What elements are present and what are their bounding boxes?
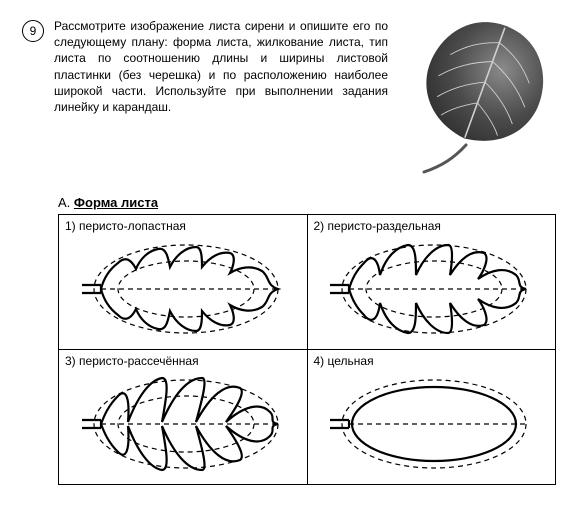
- leaf-diagram-2: [316, 235, 546, 343]
- option-num-2: 2): [314, 219, 325, 233]
- option-cell-2: 2) перисто-раздельная: [307, 215, 556, 350]
- option-cell-3: 3) перисто-рассечённая: [59, 350, 308, 485]
- option-label-2: перисто-раздельная: [328, 219, 441, 233]
- leaf-photo: [404, 10, 554, 175]
- options-grid: 1) перисто-лопастная: [58, 214, 556, 485]
- leaf-diagram-3: [68, 370, 298, 478]
- option-label-1: перисто-лопастная: [79, 219, 186, 233]
- section-letter: А.: [58, 195, 70, 210]
- section-heading: А. Форма листа: [58, 195, 554, 210]
- question-number: 9: [22, 20, 44, 42]
- option-cell-4: 4) цельная: [307, 350, 556, 485]
- prompt-text: Рассмотрите изображение листа сирени и о…: [54, 18, 394, 115]
- section-title-text: Форма листа: [74, 195, 158, 210]
- option-label-4: цельная: [328, 354, 374, 368]
- leaf-diagram-1: [68, 235, 298, 343]
- leaf-diagram-4: [316, 370, 546, 478]
- option-num-1: 1): [65, 219, 76, 233]
- option-num-3: 3): [65, 354, 76, 368]
- option-label-3: перисто-рассечённая: [79, 354, 199, 368]
- option-num-4: 4): [314, 354, 325, 368]
- option-cell-1: 1) перисто-лопастная: [59, 215, 308, 350]
